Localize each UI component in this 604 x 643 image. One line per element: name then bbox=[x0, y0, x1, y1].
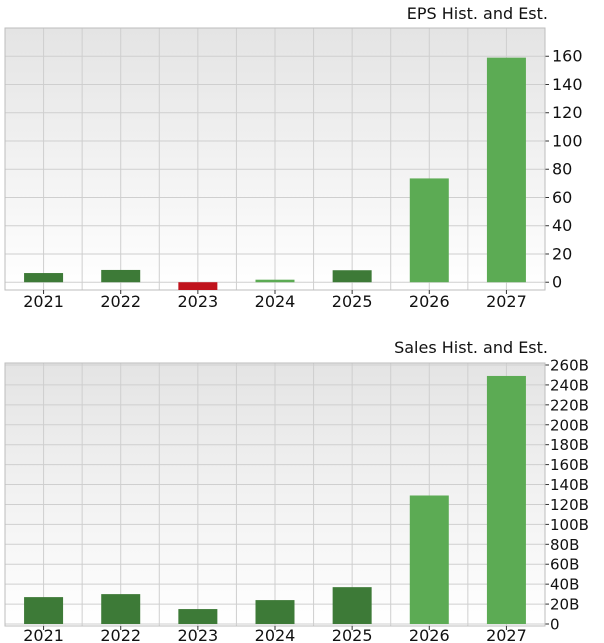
sales-x-tick-label-2027: 2027 bbox=[486, 626, 527, 643]
eps-bar-2023 bbox=[178, 282, 218, 290]
sales-y-tick-label: 200B bbox=[550, 416, 589, 434]
sales-x-tick-label-2021: 2021 bbox=[23, 626, 64, 643]
eps-bar-2022 bbox=[101, 269, 141, 283]
eps-chart-title: EPS Hist. and Est. bbox=[407, 4, 548, 23]
sales-bar-2025 bbox=[332, 587, 372, 625]
sales-bar-2027 bbox=[486, 375, 526, 625]
eps-y-tick-label: 120 bbox=[552, 103, 583, 122]
sales-bar-2024 bbox=[255, 600, 295, 625]
eps-x-tick-label-2025: 2025 bbox=[332, 292, 373, 311]
sales-x-tick-label-2024: 2024 bbox=[255, 626, 296, 643]
eps-x-tick-label-2021: 2021 bbox=[23, 292, 64, 311]
eps-y-tick-label: 20 bbox=[552, 244, 572, 263]
eps-y-tick-label: 60 bbox=[552, 188, 572, 207]
eps-y-tick-label: 0 bbox=[552, 273, 562, 292]
sales-y-tick-label: 100B bbox=[550, 516, 589, 534]
sales-y-tick-label: 240B bbox=[550, 376, 589, 394]
sales-chart-title: Sales Hist. and Est. bbox=[394, 338, 548, 357]
eps-y-tick-label: 140 bbox=[552, 75, 583, 94]
sales-y-tick-label: 20B bbox=[550, 596, 579, 614]
sales-bar-2023 bbox=[178, 609, 218, 625]
eps-bar-2025 bbox=[332, 270, 372, 283]
eps-x-tick-label-2024: 2024 bbox=[255, 292, 296, 311]
sales-y-tick-label: 160B bbox=[550, 456, 589, 474]
eps-x-tick-label-2023: 2023 bbox=[177, 292, 218, 311]
sales-x-tick-label-2023: 2023 bbox=[177, 626, 218, 643]
sales-y-tick-label: 220B bbox=[550, 396, 589, 414]
eps-y-tick-label: 80 bbox=[552, 160, 572, 179]
sales-y-tick-label: 40B bbox=[550, 576, 579, 594]
sales-y-tick-label: 0 bbox=[550, 616, 560, 634]
sales-x-tick-label-2026: 2026 bbox=[409, 626, 450, 643]
sales-chart: Sales Hist. and Est. 0 20B 40B 60B 80B 100B 12… bbox=[4, 338, 589, 643]
sales-y-tick-label: 60B bbox=[550, 556, 579, 574]
eps-bar-2021 bbox=[24, 273, 64, 283]
eps-chart: EPS Hist. and Est. 0 20 40 60 80 100 120 140 160… bbox=[4, 4, 583, 311]
eps-y-tick-label: 160 bbox=[552, 47, 583, 66]
eps-x-tick-label-2026: 2026 bbox=[409, 292, 450, 311]
sales-y-tick-label: 260B bbox=[550, 356, 589, 374]
sales-x-tick-label-2025: 2025 bbox=[332, 626, 373, 643]
eps-y-tick-label: 100 bbox=[552, 131, 583, 150]
sales-x-tick-label-2022: 2022 bbox=[100, 626, 141, 643]
eps-x-tick-label-2027: 2027 bbox=[486, 292, 527, 311]
sales-y-tick-label: 180B bbox=[550, 436, 589, 454]
eps-y-tick-label: 40 bbox=[552, 216, 572, 235]
sales-bar-2026 bbox=[409, 495, 449, 625]
sales-bar-2022 bbox=[101, 594, 141, 625]
sales-y-tick-label: 140B bbox=[550, 476, 589, 494]
eps-bar-2027 bbox=[486, 57, 526, 283]
sales-y-tick-label: 120B bbox=[550, 496, 589, 514]
sales-bar-2021 bbox=[24, 597, 64, 625]
eps-bar-2026 bbox=[409, 178, 449, 283]
eps-bar-2024 bbox=[255, 279, 295, 283]
eps-x-tick-label-2022: 2022 bbox=[100, 292, 141, 311]
sales-y-tick-label: 80B bbox=[550, 536, 579, 554]
